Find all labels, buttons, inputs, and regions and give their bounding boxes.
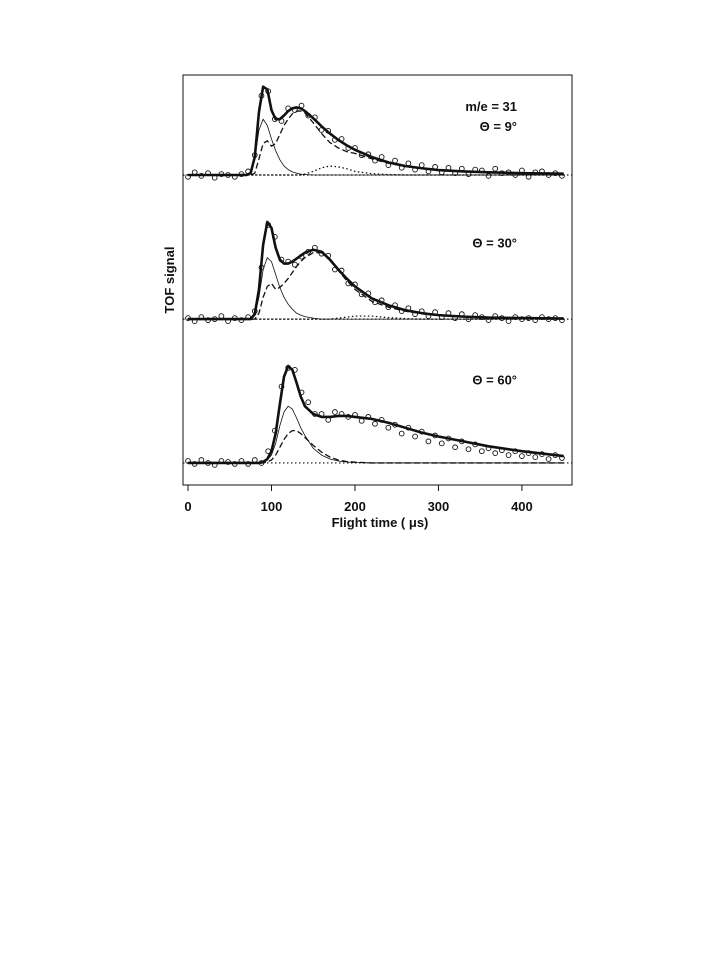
data-point — [425, 438, 432, 445]
data-point — [292, 261, 298, 268]
annotation: m/e = 31 — [465, 99, 517, 114]
data-point — [305, 399, 312, 406]
x-tick-label: 100 — [261, 499, 283, 514]
data-point — [492, 450, 499, 457]
fit-curve-thin — [188, 405, 564, 464]
data-point — [532, 454, 539, 460]
x-tick-label: 300 — [428, 499, 450, 514]
fit-curve-dashed — [188, 110, 564, 176]
x-tick-label: 0 — [184, 499, 191, 514]
data-point — [185, 173, 191, 180]
data-point — [372, 420, 378, 427]
data-point — [398, 430, 405, 437]
annotation: Θ = 30° — [472, 236, 517, 251]
data-point — [332, 409, 338, 415]
fit-curve-dotted — [188, 165, 564, 176]
data-point — [438, 440, 445, 447]
data-point — [385, 424, 392, 431]
x-tick-label: 400 — [511, 499, 533, 514]
data-point — [185, 458, 191, 464]
data-point — [545, 456, 552, 462]
fit-curve-thick — [188, 220, 564, 321]
annotation: Θ = 60° — [472, 372, 517, 387]
data-point — [519, 453, 525, 459]
plot-frame — [182, 74, 573, 486]
fit-curve-thin — [188, 257, 564, 320]
fit-curve-dashed — [188, 429, 564, 464]
y-axis-label: TOF signal — [162, 247, 177, 314]
annotation: Θ = 9° — [480, 119, 517, 134]
fit-curve-thick — [188, 85, 564, 177]
x-axis-label: Flight time ( μs) — [332, 515, 429, 530]
data-point — [492, 165, 499, 172]
data-point — [465, 446, 472, 453]
x-tick-label: 200 — [344, 499, 366, 514]
data-point — [412, 433, 418, 440]
data-point — [505, 452, 512, 458]
data-point — [452, 444, 458, 451]
fit-curve-dashed — [188, 252, 564, 320]
data-point — [478, 448, 485, 455]
data-point — [485, 173, 492, 179]
